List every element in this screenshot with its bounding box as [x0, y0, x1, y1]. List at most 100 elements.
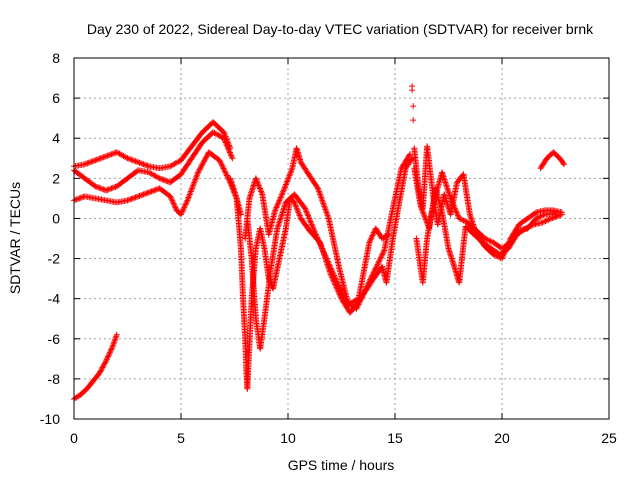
x-tick-label: 15 — [387, 430, 403, 446]
data-point — [311, 228, 318, 235]
data-point — [373, 262, 380, 269]
data-point — [308, 219, 315, 226]
data-point — [222, 139, 229, 146]
data-point — [220, 135, 227, 142]
data-point — [187, 188, 194, 195]
data-point — [367, 276, 374, 283]
data-point — [256, 184, 263, 191]
data-point — [447, 195, 454, 202]
data-point — [155, 174, 162, 181]
data-point — [461, 218, 468, 225]
data-point — [318, 244, 325, 251]
data-point — [87, 159, 94, 166]
data-point — [339, 290, 346, 297]
data-point — [315, 238, 322, 245]
data-point — [377, 255, 384, 262]
data-point — [200, 159, 207, 166]
data-point — [88, 158, 95, 165]
data-point — [258, 188, 265, 195]
data-point — [197, 163, 204, 170]
data-point — [335, 282, 342, 289]
data-point — [313, 232, 320, 239]
data-point — [256, 185, 263, 192]
data-point — [131, 194, 138, 201]
data-point — [96, 184, 103, 191]
data-point — [272, 205, 279, 212]
data-point — [184, 195, 191, 202]
data-point — [107, 151, 114, 158]
data-point — [100, 361, 107, 368]
data-point — [135, 159, 142, 166]
data-point — [226, 148, 233, 155]
data-point — [541, 218, 548, 225]
data-point — [93, 156, 100, 163]
x-tick-label: 25 — [601, 430, 617, 446]
data-point — [409, 87, 416, 94]
data-point — [560, 160, 567, 167]
data-point — [324, 258, 331, 265]
data-point — [406, 152, 413, 159]
data-point — [486, 237, 493, 244]
data-point — [225, 146, 232, 153]
data-point — [369, 232, 376, 239]
data-point — [195, 167, 202, 174]
data-point — [360, 291, 367, 298]
data-point — [310, 225, 317, 232]
data-point — [202, 154, 209, 161]
data-point — [421, 213, 428, 220]
data-point — [454, 211, 461, 218]
data-point — [163, 177, 170, 184]
data-point — [228, 153, 235, 160]
data-point — [370, 231, 377, 238]
data-point — [152, 186, 159, 193]
data-point — [367, 275, 374, 282]
data-point — [160, 176, 167, 183]
data-point — [98, 367, 105, 374]
data-point — [542, 218, 549, 225]
data-point — [106, 349, 113, 356]
data-point — [128, 156, 135, 163]
data-point — [283, 180, 290, 187]
data-point — [543, 217, 550, 224]
data-point — [104, 186, 111, 193]
data-point — [338, 287, 345, 294]
data-point — [282, 182, 289, 189]
data-point — [365, 279, 372, 286]
data-point — [342, 296, 349, 303]
plot-frame — [73, 57, 610, 420]
data-point — [293, 203, 300, 210]
data-point — [124, 197, 131, 204]
data-point — [103, 153, 110, 160]
data-point — [255, 181, 262, 188]
data-point — [295, 209, 302, 216]
data-point — [227, 150, 234, 157]
data-point — [203, 153, 210, 160]
data-point — [363, 284, 370, 291]
data-point — [99, 185, 106, 192]
data-point — [330, 271, 337, 278]
data-point — [303, 209, 310, 216]
data-point — [183, 200, 190, 207]
data-point — [332, 275, 339, 282]
data-point — [217, 160, 224, 167]
data-point — [221, 130, 228, 137]
data-point — [104, 152, 111, 159]
data-point — [326, 261, 333, 268]
data-point — [306, 215, 313, 222]
data-point — [316, 239, 323, 246]
data-point — [380, 248, 387, 255]
axis-ticks — [73, 57, 610, 420]
data-point — [331, 272, 338, 279]
data-point — [302, 206, 309, 213]
data-point — [353, 305, 360, 312]
data-point — [139, 160, 146, 167]
data-point — [377, 254, 384, 261]
data-point — [195, 169, 202, 176]
data-point — [312, 230, 319, 237]
data-point — [201, 157, 208, 164]
data-point — [451, 205, 458, 212]
data-point — [328, 266, 335, 273]
data-point — [305, 214, 312, 221]
y-tick-label: -6 — [48, 331, 61, 347]
